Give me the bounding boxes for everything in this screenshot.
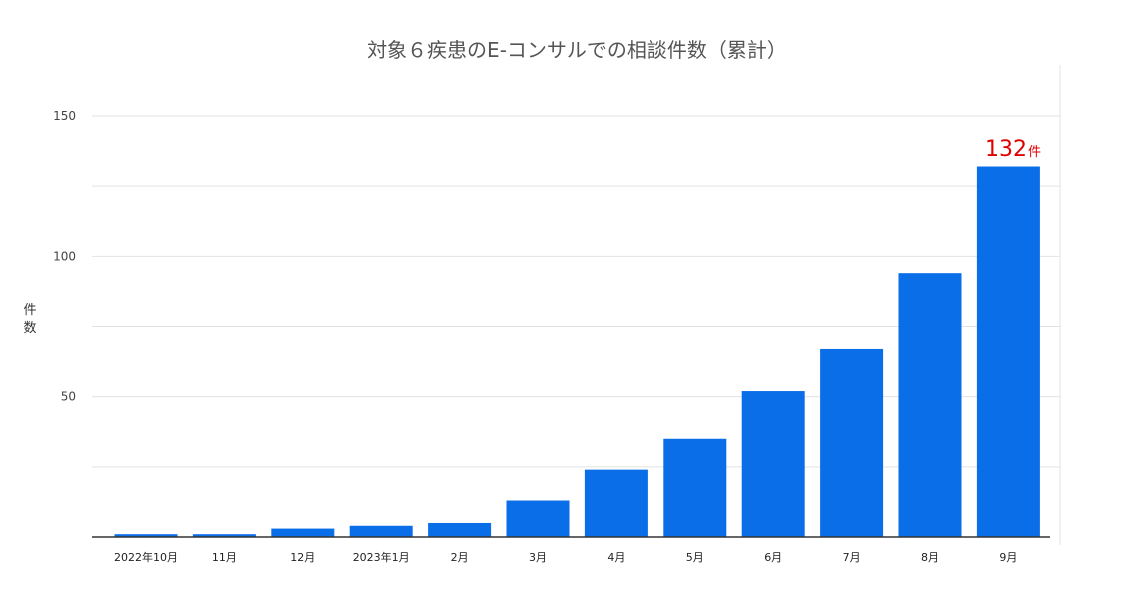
x-tick-label: 4月	[607, 551, 625, 564]
bar	[349, 525, 413, 537]
y-tick-label: 100	[53, 249, 76, 263]
x-tick-label: 5月	[686, 551, 704, 564]
chart-title: 対象６疾患のE-コンサルでの相談件数（累計）	[367, 38, 787, 62]
annotation-unit: 件	[1028, 145, 1041, 160]
x-tick-label: 2月	[451, 551, 469, 564]
bar	[741, 391, 805, 537]
bar	[114, 534, 178, 537]
x-tick-labels: 2022年10月 11月 12月 2023年1月 2月 3月 4月 5月 6月 7月 8月 9月	[114, 550, 1017, 564]
bar	[428, 522, 492, 537]
x-tick-label: 7月	[843, 551, 861, 564]
x-tick-label: 12月	[290, 551, 315, 564]
bar	[820, 348, 884, 537]
bar	[192, 534, 256, 537]
x-tick-label: 6月	[764, 551, 782, 564]
bar	[976, 166, 1040, 537]
y-tick-label: 150	[53, 109, 76, 123]
x-tick-label: 2022年10月	[114, 550, 178, 564]
x-tick-label: 2023年1月	[353, 550, 410, 564]
y-axis-label: 件数	[23, 303, 36, 336]
bar	[898, 273, 962, 537]
bar	[506, 500, 570, 537]
x-tick-label: 8月	[921, 551, 939, 564]
bar	[271, 528, 335, 537]
bar	[663, 438, 727, 537]
y-axis-title: 件数	[23, 303, 36, 336]
y-tick-labels: 50 100 150	[53, 109, 76, 404]
x-tick-label: 9月	[999, 551, 1017, 564]
x-tick-label: 11月	[212, 551, 237, 564]
x-tick-label: 3月	[529, 551, 547, 564]
annotation: 132 件	[985, 137, 1041, 162]
annotation-value: 132	[985, 137, 1027, 162]
y-tick-label: 50	[61, 390, 76, 404]
bars	[114, 166, 1040, 537]
bar	[584, 469, 648, 537]
